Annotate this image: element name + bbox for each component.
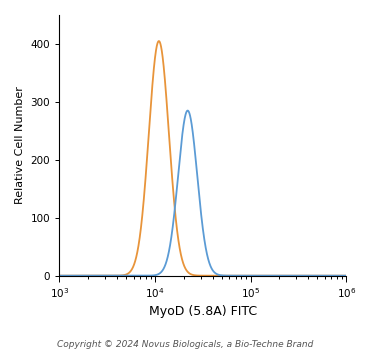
Text: Copyright © 2024 Novus Biologicals, a Bio-Techne Brand: Copyright © 2024 Novus Biologicals, a Bi…	[57, 340, 314, 349]
Y-axis label: Relative Cell Number: Relative Cell Number	[15, 86, 25, 204]
X-axis label: MyoD (5.8A) FITC: MyoD (5.8A) FITC	[149, 305, 257, 318]
